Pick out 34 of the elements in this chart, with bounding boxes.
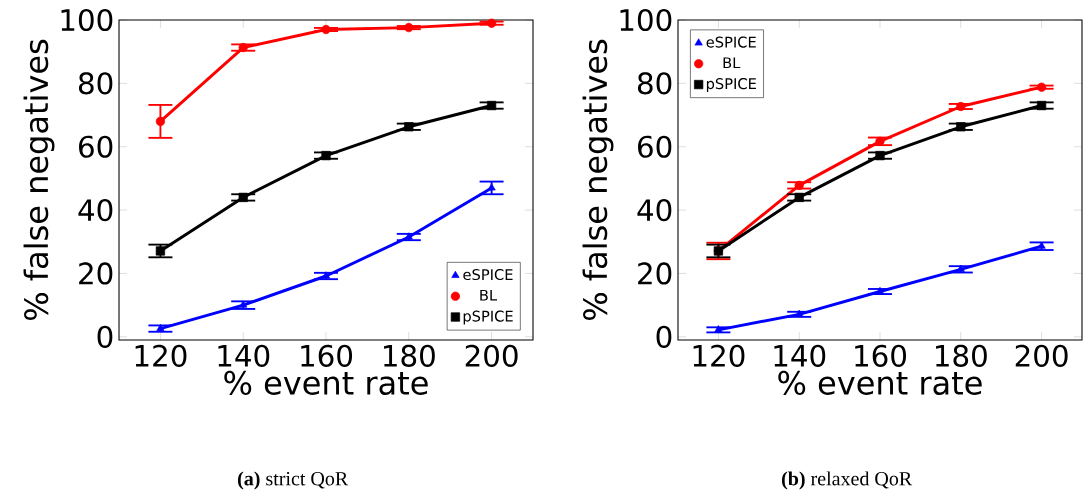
x-tick-label: 180 [384,344,435,367]
x-tick-label: 160 [855,344,907,367]
y-tick-label: 0 [656,325,672,348]
x-tick-label: 120 [135,344,187,367]
legend-label: pSPICE [463,310,513,325]
y-tick-label: 60 [79,135,113,158]
y-tick-label: 100 [620,8,672,32]
legend-label: BL [723,57,741,69]
y-tick-label: 20 [79,262,113,285]
y-tick-label: 0 [97,325,113,348]
y-axis-title: % false negatives [582,39,614,321]
x-tick-label: 200 [465,344,518,367]
x-tick-label: 120 [693,344,745,367]
y-tick-label: 40 [78,199,113,222]
x-tick-label: 140 [218,344,270,367]
x-tick-label: 180 [936,344,987,367]
y-tick-label: 80 [78,72,113,95]
x-axis-title: % event rate [778,370,982,395]
text: (a) strict QoR [238,471,349,490]
legend-label: BL [480,289,498,301]
x-axis-title: % event rate [224,370,428,395]
y-tick-label: 100 [61,8,113,32]
legend-label: pSPICE [706,78,756,93]
y-tick-label: 40 [637,199,672,222]
y-tick-label: 80 [637,72,672,95]
legend-label: eSPICE [706,36,756,48]
y-tick-label: 60 [638,135,672,158]
x-tick-label: 140 [774,344,826,367]
text: (b) relaxed QoR [782,471,913,490]
legend-label: eSPICE [463,269,513,281]
y-axis-title: % false negatives [23,39,55,321]
x-tick-label: 200 [1015,344,1068,367]
x-tick-label: 160 [301,344,353,367]
y-tick-label: 20 [638,262,672,285]
